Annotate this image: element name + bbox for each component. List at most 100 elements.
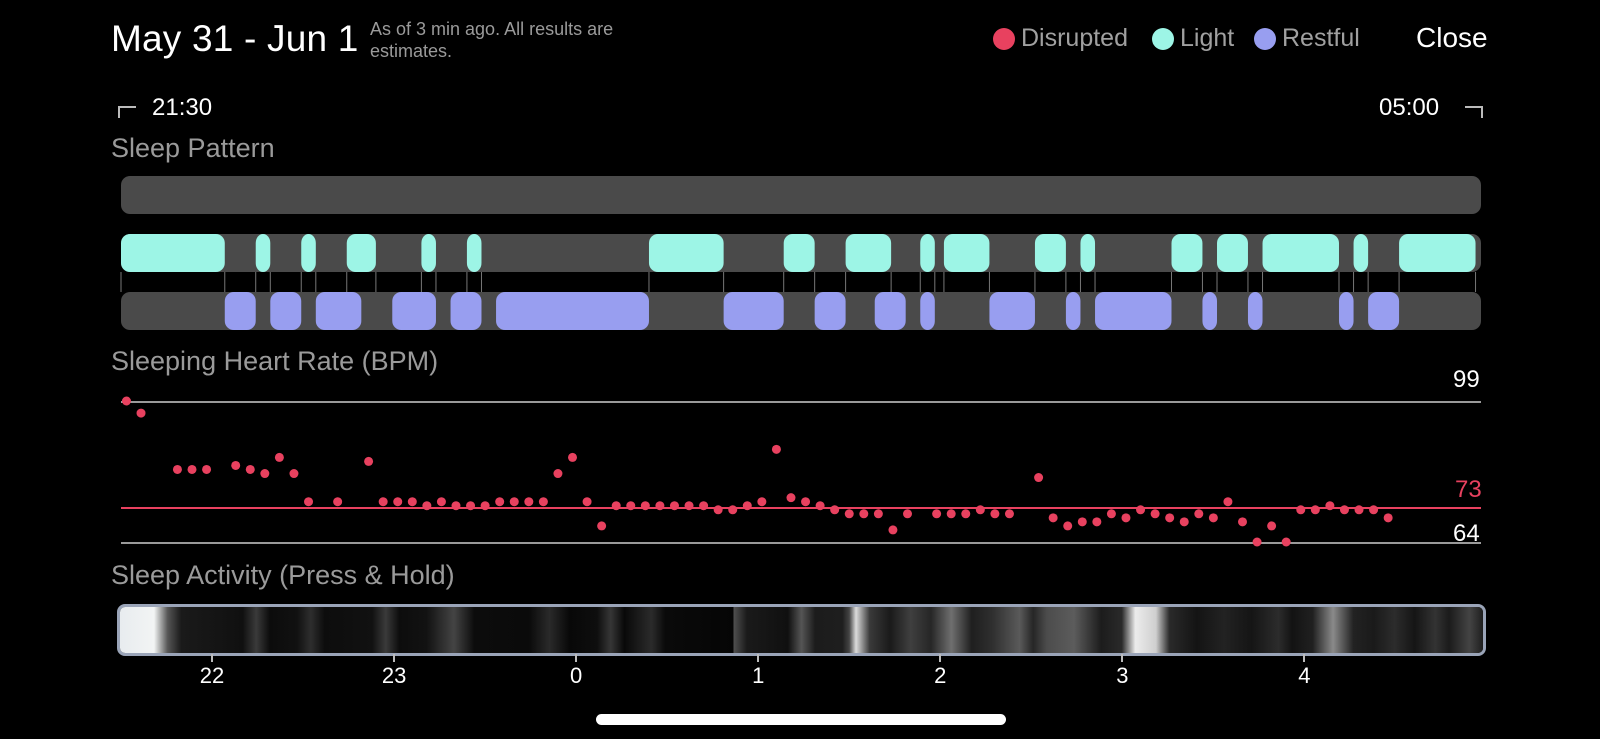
tick-label: 1 (752, 663, 765, 688)
tick-label: 2 (934, 663, 947, 688)
restful-segment (1095, 292, 1172, 330)
heart-rate-point (1310, 505, 1320, 515)
disrupted-track (121, 176, 1481, 214)
restful-segment (989, 292, 1035, 330)
restful-segment (1065, 292, 1081, 330)
legend-item-restful: Restful (1254, 24, 1360, 53)
legend-item-light: Light (1152, 24, 1234, 53)
range-end-time: 05:00 (1379, 94, 1440, 121)
light-segment (466, 234, 482, 272)
tick-label: 22 (199, 663, 225, 688)
light-segment (1262, 234, 1339, 272)
hr-min-line (121, 542, 1481, 544)
heart-rate-point (669, 501, 679, 511)
restful-dot-icon (1254, 27, 1276, 50)
heart-rate-point (640, 501, 650, 511)
heart-rate-point (136, 408, 146, 418)
heart-rate-point (699, 501, 709, 511)
restful-segment (1247, 292, 1263, 330)
home-indicator[interactable] (596, 714, 1006, 725)
light-segment (920, 234, 935, 272)
heart-rate-point (121, 396, 131, 406)
heart-rate-point (728, 505, 738, 515)
heart-rate-point (1296, 505, 1306, 515)
tick-label: 4 (1298, 663, 1311, 688)
hr-max-line (121, 401, 1481, 403)
heart-rate-point (771, 444, 781, 454)
heart-rate-point (245, 464, 255, 474)
heart-rate-point (655, 501, 665, 511)
heart-rate-point (1237, 517, 1247, 527)
heart-rate-point (888, 525, 898, 535)
tick-mark (939, 654, 942, 662)
heart-rate-point (407, 497, 417, 507)
heart-rate-point (801, 497, 811, 507)
sleep-activity-bar[interactable] (117, 604, 1486, 656)
heart-rate-point (1165, 513, 1175, 523)
light-segment (255, 234, 271, 272)
tick-mark (757, 654, 760, 662)
sleep-pattern-title: Sleep Pattern (111, 133, 275, 163)
heart-rate-point (172, 464, 182, 474)
range-start-time: 21:30 (152, 94, 213, 121)
heart-rate-point (990, 509, 1000, 519)
heart-rate-point (1208, 513, 1218, 523)
heart-rate-point (1179, 517, 1189, 527)
tick-label: 0 (570, 663, 583, 688)
tick-mark (575, 654, 578, 662)
heart-rate-point (1121, 513, 1131, 523)
restful-segment (1368, 292, 1400, 330)
heart-rate-scatter[interactable] (0, 390, 1600, 560)
heart-rate-point (1325, 501, 1335, 511)
range-end-bracket-icon[interactable] (1465, 106, 1483, 118)
heart-rate-point (1106, 509, 1116, 519)
heart-rate-point (626, 501, 636, 511)
heart-rate-point (946, 509, 956, 519)
sleep-activity-title: Sleep Activity (Press & Hold) (111, 560, 455, 590)
heart-rate-point (873, 509, 883, 519)
sleep-pattern-chart[interactable] (0, 0, 1600, 340)
heart-rate-point (1048, 513, 1058, 523)
restful-segment (920, 292, 935, 330)
close-button[interactable]: Close (1416, 22, 1488, 53)
heart-rate-point (611, 501, 621, 511)
heart-rate-point (597, 521, 607, 531)
heart-rate-point (553, 469, 563, 479)
heart-rate-point (231, 460, 241, 470)
range-start-bracket-icon[interactable] (118, 106, 136, 118)
heart-rate-point (1267, 521, 1277, 531)
heart-rate-point (480, 501, 490, 511)
heart-rate-point (1252, 537, 1262, 547)
heart-rate-point (1281, 537, 1291, 547)
heart-rate-point (466, 501, 476, 511)
tick-mark (1121, 654, 1124, 662)
status-note: As of 3 min ago. All results are estimat… (370, 19, 614, 61)
heart-rate-point (757, 497, 767, 507)
heart-rate-point (1092, 517, 1102, 527)
legend-label: Restful (1282, 24, 1360, 52)
hr-avg-line (121, 507, 1481, 509)
hr-avg-label: 73 (1455, 476, 1482, 503)
heart-rate-point (582, 497, 592, 507)
legend-label: Light (1180, 24, 1235, 52)
restful-segment (1338, 292, 1354, 330)
heart-rate-point (436, 497, 446, 507)
disrupted-dot-icon (993, 27, 1015, 50)
heart-rate-point (1136, 505, 1146, 515)
heart-rate-point (830, 505, 840, 515)
light-segment (421, 234, 436, 272)
heart-rate-point (1339, 505, 1349, 515)
heart-rate-point (304, 497, 314, 507)
heart-rate-point (1077, 517, 1087, 527)
heart-rate-point (1150, 509, 1160, 519)
heart-rate-point (1354, 505, 1364, 515)
hr-max-label: 99 (1453, 366, 1480, 393)
light-segment (301, 234, 316, 272)
legend-item-disrupted: Disrupted (993, 24, 1128, 53)
heart-rate-point (289, 469, 299, 479)
sleep-pattern-segments (120, 234, 1477, 330)
heart-rate-point (961, 509, 971, 519)
heart-rate-point (742, 501, 752, 511)
light-segment (121, 234, 225, 272)
heart-rate-point (1369, 505, 1379, 515)
